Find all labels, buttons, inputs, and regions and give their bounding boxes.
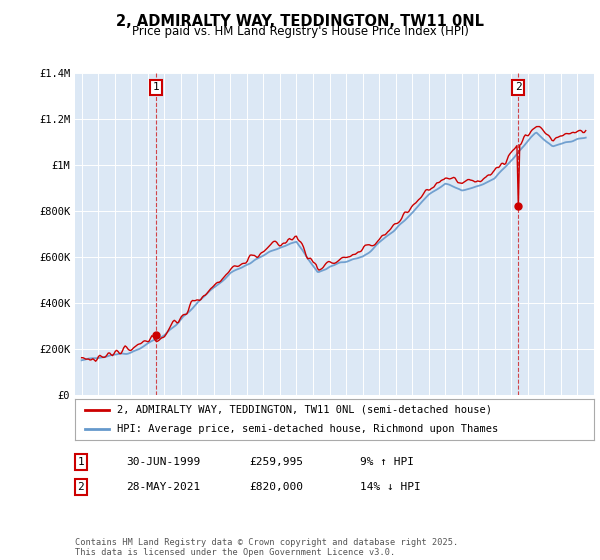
Text: 30-JUN-1999: 30-JUN-1999: [126, 457, 200, 467]
Text: Contains HM Land Registry data © Crown copyright and database right 2025.
This d: Contains HM Land Registry data © Crown c…: [75, 538, 458, 557]
Text: 2: 2: [77, 482, 85, 492]
Text: 2: 2: [515, 82, 521, 92]
Text: £259,995: £259,995: [249, 457, 303, 467]
Text: 2, ADMIRALTY WAY, TEDDINGTON, TW11 0NL: 2, ADMIRALTY WAY, TEDDINGTON, TW11 0NL: [116, 14, 484, 29]
Text: Price paid vs. HM Land Registry's House Price Index (HPI): Price paid vs. HM Land Registry's House …: [131, 25, 469, 38]
Text: 1: 1: [152, 82, 160, 92]
Text: 9% ↑ HPI: 9% ↑ HPI: [360, 457, 414, 467]
Text: 2, ADMIRALTY WAY, TEDDINGTON, TW11 0NL (semi-detached house): 2, ADMIRALTY WAY, TEDDINGTON, TW11 0NL (…: [116, 405, 491, 415]
Text: £820,000: £820,000: [249, 482, 303, 492]
Text: 28-MAY-2021: 28-MAY-2021: [126, 482, 200, 492]
Text: 14% ↓ HPI: 14% ↓ HPI: [360, 482, 421, 492]
Text: 1: 1: [77, 457, 85, 467]
Text: HPI: Average price, semi-detached house, Richmond upon Thames: HPI: Average price, semi-detached house,…: [116, 424, 498, 435]
